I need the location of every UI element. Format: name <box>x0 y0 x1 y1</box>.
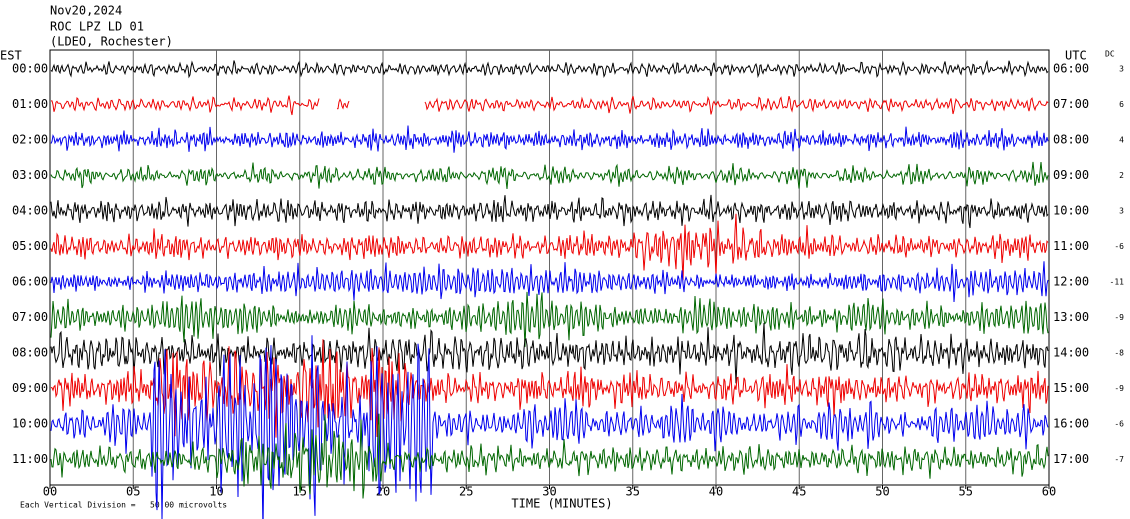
dc-label: 2 <box>1119 171 1124 180</box>
x-tick-label: 10 <box>209 485 223 499</box>
est-label: 08:00 <box>12 346 48 360</box>
est-label: 00:00 <box>12 62 48 76</box>
est-label: 06:00 <box>12 275 48 289</box>
utc-label: 13:00 <box>1053 310 1089 324</box>
trace <box>51 95 1049 116</box>
trace <box>50 261 1049 303</box>
x-tick-label: 40 <box>709 485 723 499</box>
utc-label: 08:00 <box>1053 133 1089 147</box>
trace <box>50 291 1049 347</box>
right-label: UTC <box>1065 49 1087 63</box>
x-tick-label: 45 <box>792 485 806 499</box>
utc-label: 15:00 <box>1053 381 1089 395</box>
utc-label: 17:00 <box>1053 452 1089 466</box>
trace <box>50 339 1049 438</box>
utc-label: 16:00 <box>1053 417 1089 431</box>
trace <box>50 161 1049 190</box>
est-label: 11:00 <box>12 452 48 466</box>
station: ROC LPZ LD 01 <box>50 20 144 34</box>
x-tick-label: 60 <box>1042 485 1056 499</box>
est-label: 04:00 <box>12 204 48 218</box>
utc-label: 09:00 <box>1053 168 1089 182</box>
dc-label: -6 <box>1114 420 1124 429</box>
est-label: 02:00 <box>12 133 48 147</box>
trace <box>50 213 1049 281</box>
dc-label: -6 <box>1114 242 1124 251</box>
utc-label: 10:00 <box>1053 204 1089 218</box>
x-tick-label: 05 <box>126 485 140 499</box>
dc-label: -7 <box>1114 455 1124 464</box>
x-tick-label: 50 <box>875 485 889 499</box>
x-tick-label: 35 <box>626 485 640 499</box>
dc-label: 4 <box>1119 136 1124 145</box>
dc-label: -8 <box>1114 349 1124 358</box>
dc-label: -11 <box>1110 278 1125 287</box>
utc-label: 06:00 <box>1053 62 1089 76</box>
x-tick-label: 00 <box>43 485 57 499</box>
trace <box>50 413 1049 499</box>
dc-label: 6 <box>1119 100 1124 109</box>
dc-label: -9 <box>1114 313 1124 322</box>
trace <box>50 194 1049 229</box>
trace <box>50 125 1049 153</box>
utc-label: 07:00 <box>1053 97 1089 111</box>
utc-label: 12:00 <box>1053 275 1089 289</box>
left-label: EST <box>0 49 22 63</box>
utc-label: 14:00 <box>1053 346 1089 360</box>
trace <box>50 322 1049 384</box>
scale-note: Each Vertical Division = 50.00 microvolt… <box>20 501 227 510</box>
est-label: 09:00 <box>12 381 48 395</box>
x-axis-title: TIME (MINUTES) <box>511 497 612 511</box>
x-tick-label: 55 <box>959 485 973 499</box>
est-label: 10:00 <box>12 417 48 431</box>
trace <box>50 59 1049 79</box>
network: (LDEO, Rochester) <box>50 35 173 49</box>
dc-label: -9 <box>1114 384 1124 393</box>
utc-label: 11:00 <box>1053 239 1089 253</box>
trace <box>50 335 1049 519</box>
x-tick-label: 30 <box>542 485 556 499</box>
est-label: 05:00 <box>12 239 48 253</box>
x-tick-label: 25 <box>459 485 473 499</box>
x-tick-label: 20 <box>376 485 390 499</box>
est-label: 03:00 <box>12 168 48 182</box>
est-label: 01:00 <box>12 97 48 111</box>
dc-label: 3 <box>1119 65 1124 74</box>
offset-label: DC <box>1105 50 1115 59</box>
dc-label: 3 <box>1119 207 1124 216</box>
est-label: 07:00 <box>12 310 48 324</box>
date: Nov20,2024 <box>50 4 122 18</box>
